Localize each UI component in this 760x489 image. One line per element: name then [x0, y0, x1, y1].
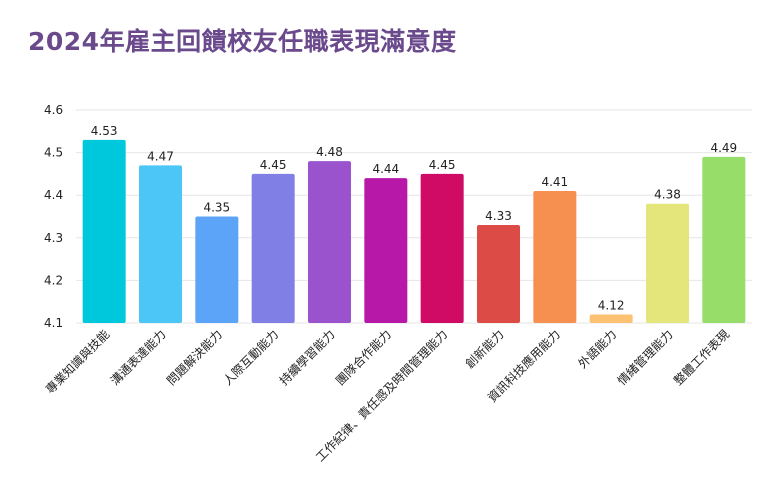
data-label: 4.33: [485, 209, 512, 223]
x-tick-label: 團隊合作能力: [332, 327, 394, 389]
x-tick-label: 整體工作表現: [670, 327, 732, 389]
y-tick-label: 4.2: [44, 273, 63, 287]
y-tick-label: 4.1: [44, 316, 63, 330]
bar: [477, 225, 520, 323]
data-label: 4.47: [147, 149, 174, 163]
chart-title: 2024年雇主回饋校友任職表現滿意度: [28, 27, 457, 56]
data-label: 4.35: [203, 201, 230, 215]
y-tick-label: 4.6: [44, 103, 63, 117]
y-tick-label: 4.3: [44, 231, 63, 245]
bar: [139, 165, 182, 323]
bar: [420, 173, 464, 323]
data-label: 4.45: [260, 158, 287, 172]
bar: [589, 314, 633, 323]
data-label: 4.44: [372, 162, 399, 176]
x-tick-label: 專業知識與技能: [43, 327, 112, 396]
data-label: 4.48: [316, 145, 343, 159]
data-label: 4.41: [541, 175, 568, 189]
x-tick-label: 問題解決能力: [164, 327, 225, 388]
x-tick-label: 溝通表達能力: [108, 327, 169, 388]
data-label: 4.49: [710, 141, 737, 155]
x-tick-label: 外語能力: [575, 327, 620, 372]
x-tick-label: 人際互動能力: [220, 327, 281, 388]
bar: [308, 161, 351, 323]
bar: [195, 216, 239, 323]
x-tick-label: 情緒管理能力: [614, 327, 676, 389]
bar: [702, 156, 746, 323]
y-tick-label: 4.4: [44, 188, 63, 202]
x-tick-label: 創新能力: [462, 327, 507, 372]
data-label: 4.38: [654, 188, 681, 202]
y-tick-label: 4.5: [44, 146, 63, 160]
data-label: 4.12: [598, 298, 625, 312]
bar: [364, 178, 408, 323]
bar: [533, 190, 577, 323]
bar: [646, 203, 689, 323]
data-label: 4.53: [91, 124, 118, 138]
data-label: 4.45: [429, 158, 456, 172]
bar: [82, 139, 126, 323]
bar: [251, 173, 295, 323]
x-tick-label: 持續學習能力: [276, 327, 338, 389]
